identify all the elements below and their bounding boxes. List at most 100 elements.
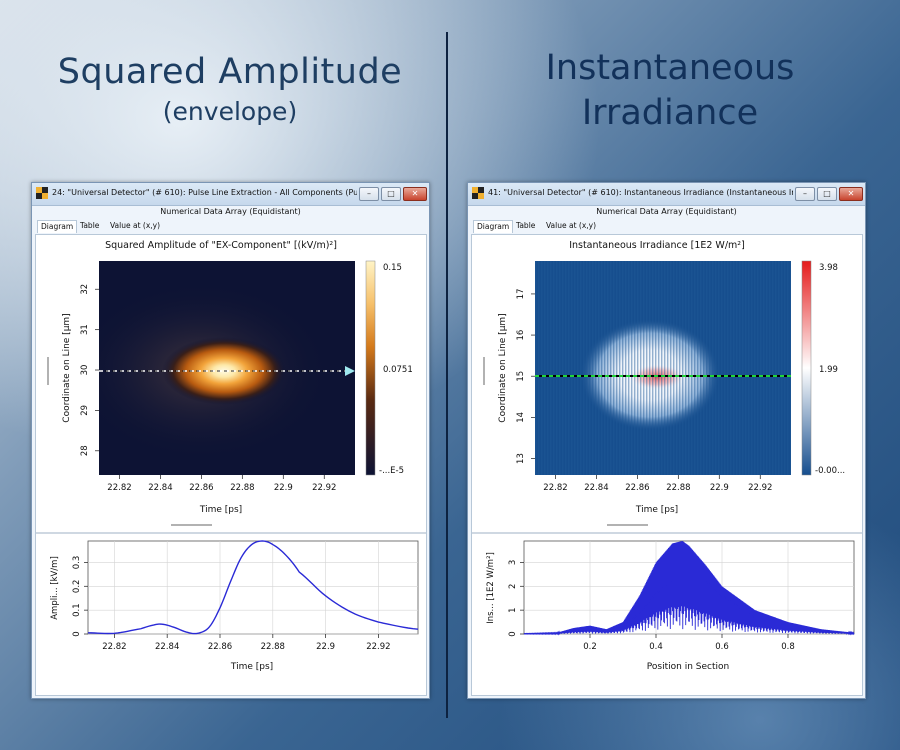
left-y-label: Coordinate on Line [µm] — [62, 313, 72, 422]
right-colorbar-max: 3.98 — [819, 263, 838, 273]
left-line-x-ticks: 22.82 22.84 22.86 22.88 22.9 22.92 — [102, 634, 391, 652]
x-tick-label: 22.84 — [155, 642, 179, 652]
section-arrow-icon[interactable] — [345, 366, 355, 376]
right-heading-line2: Irradiance — [581, 93, 759, 133]
y-tick-label: 2 — [508, 584, 518, 589]
x-tick-label: 22.9 — [274, 483, 293, 493]
left-plots: Squared Amplitude of "EX-Component" [(kV… — [36, 240, 426, 672]
right-content: Instantaneous Irradiance [1E2 W/m²] 22.8… — [471, 234, 863, 696]
left-colorbar-min: -...E-5 — [379, 466, 404, 476]
x-tick-label: 22.82 — [102, 642, 126, 652]
y-tick-label: 29 — [80, 405, 90, 416]
tab-value-at[interactable]: Value at (x,y) — [110, 221, 161, 230]
x-tick-label: 22.88 — [261, 642, 285, 652]
x-tick-label: 22.92 — [312, 483, 336, 493]
right-detector-window[interactable]: 41: "Universal Detector" (# 610): Instan… — [467, 182, 866, 699]
y-tick-label: 13 — [516, 453, 526, 464]
right-x-ticks: 22.82 22.84 22.86 22.88 22.9 22.92 — [543, 475, 772, 493]
y-tick-label: 0.2 — [72, 580, 82, 594]
maximize-button[interactable]: □ — [817, 187, 837, 201]
right-y-ticks: 13 14 15 16 17 — [516, 289, 535, 464]
minimize-button[interactable]: – — [359, 187, 379, 201]
right-plots: Instantaneous Irradiance [1E2 W/m²] 22.8… — [472, 240, 862, 672]
right-plot-title: Instantaneous Irradiance [1E2 W/m²] — [569, 240, 745, 251]
x-tick-label: 22.86 — [625, 483, 649, 493]
maximize-button[interactable]: □ — [381, 187, 401, 201]
left-heading: Squared Amplitude — [57, 52, 403, 92]
left-colorbar-max: 0.15 — [383, 263, 402, 273]
left-lineplot-area — [87, 540, 419, 635]
left-window-title: 24: "Universal Detector" (# 610): Pulse … — [52, 188, 357, 197]
center-divider — [446, 32, 448, 718]
right-x-label: Time [ps] — [635, 505, 678, 515]
left-titlebar[interactable]: 24: "Universal Detector" (# 610): Pulse … — [32, 183, 429, 206]
x-tick-label: 22.86 — [189, 483, 213, 493]
y-tick-label: 0 — [72, 631, 82, 636]
right-colorbar-mid: 1.99 — [819, 365, 838, 375]
left-detector-window[interactable]: 24: "Universal Detector" (# 610): Pulse … — [31, 182, 430, 699]
minimize-button[interactable]: – — [795, 187, 815, 201]
close-button[interactable]: ✕ — [839, 187, 863, 201]
x-tick-label: 0.4 — [649, 642, 663, 652]
right-line-y-ticks: 0 1 2 3 — [508, 560, 524, 637]
left-line-series — [87, 540, 419, 635]
right-line-x-ticks: 0.2 0.4 0.6 0.8 — [583, 634, 795, 652]
left-line-y-label: Ampli... [kV/m] — [50, 556, 60, 620]
tab-table[interactable]: Table — [516, 221, 536, 230]
x-tick-label: 22.82 — [543, 483, 567, 493]
y-tick-label: 1 — [508, 607, 518, 612]
y-tick-label: 14 — [516, 412, 526, 423]
y-tick-label: 0.3 — [72, 556, 82, 570]
right-heatmap-fringes — [535, 261, 791, 475]
left-x-ticks: 22.82 22.84 22.86 22.88 22.9 22.92 — [107, 475, 336, 493]
left-y-ticks: 28 29 30 31 32 — [80, 284, 99, 456]
left-data-array-label: Numerical Data Array (Equidistant) — [160, 207, 301, 216]
left-plot-title: Squared Amplitude of "EX-Component" [(kV… — [105, 240, 337, 251]
tab-diagram[interactable]: Diagram — [473, 220, 514, 233]
x-tick-label: 22.82 — [107, 483, 131, 493]
right-y-label: Coordinate on Line [µm] — [498, 313, 508, 422]
x-tick-label: 22.92 — [748, 483, 772, 493]
left-line-grid — [88, 541, 418, 635]
app-icon — [472, 187, 484, 199]
app-icon — [36, 187, 48, 199]
x-tick-label: 0.8 — [781, 642, 795, 652]
right-heading-line1: Instantaneous — [545, 48, 795, 88]
y-tick-label: 16 — [516, 330, 526, 341]
y-tick-label: 0.1 — [72, 603, 82, 617]
left-content: Squared Amplitude of "EX-Component" [(kV… — [35, 234, 427, 696]
right-colorbar — [801, 260, 812, 476]
right-line-envelope — [523, 573, 855, 635]
y-tick-label: 0 — [508, 631, 518, 636]
y-tick-label: 31 — [80, 324, 90, 335]
right-line-series — [523, 540, 855, 636]
left-colorbar-mid: 0.0751 — [383, 365, 413, 375]
tab-diagram[interactable]: Diagram — [37, 220, 78, 233]
x-tick-label: 22.84 — [148, 483, 172, 493]
left-colorbar — [365, 260, 376, 476]
right-colorbar-min: -0.00... — [815, 466, 845, 476]
left-subheading: (envelope) — [162, 97, 298, 126]
x-tick-label: 0.6 — [715, 642, 729, 652]
x-tick-label: 22.84 — [584, 483, 608, 493]
y-tick-label: 32 — [80, 284, 90, 295]
x-tick-label: 22.88 — [666, 483, 690, 493]
right-window-title: 41: "Universal Detector" (# 610): Instan… — [488, 188, 793, 197]
tab-table[interactable]: Table — [80, 221, 100, 230]
x-tick-label: 0.2 — [583, 642, 597, 652]
x-tick-label: 22.9 — [710, 483, 729, 493]
close-button[interactable]: ✕ — [403, 187, 427, 201]
y-tick-label: 30 — [80, 365, 90, 376]
left-line-x-label: Time [ps] — [230, 662, 273, 672]
right-titlebar[interactable]: 41: "Universal Detector" (# 610): Instan… — [468, 183, 865, 206]
left-x-label: Time [ps] — [199, 505, 242, 515]
x-tick-label: 22.92 — [366, 642, 390, 652]
x-tick-label: 22.9 — [316, 642, 335, 652]
tab-value-at[interactable]: Value at (x,y) — [546, 221, 597, 230]
right-line-x-label: Position in Section — [647, 662, 729, 672]
y-tick-label: 3 — [508, 560, 518, 565]
right-line-y-label: Ins... [1E2 W/m²] — [486, 552, 496, 624]
x-tick-label: 22.86 — [208, 642, 232, 652]
y-tick-label: 15 — [516, 371, 526, 382]
x-tick-label: 22.88 — [230, 483, 254, 493]
